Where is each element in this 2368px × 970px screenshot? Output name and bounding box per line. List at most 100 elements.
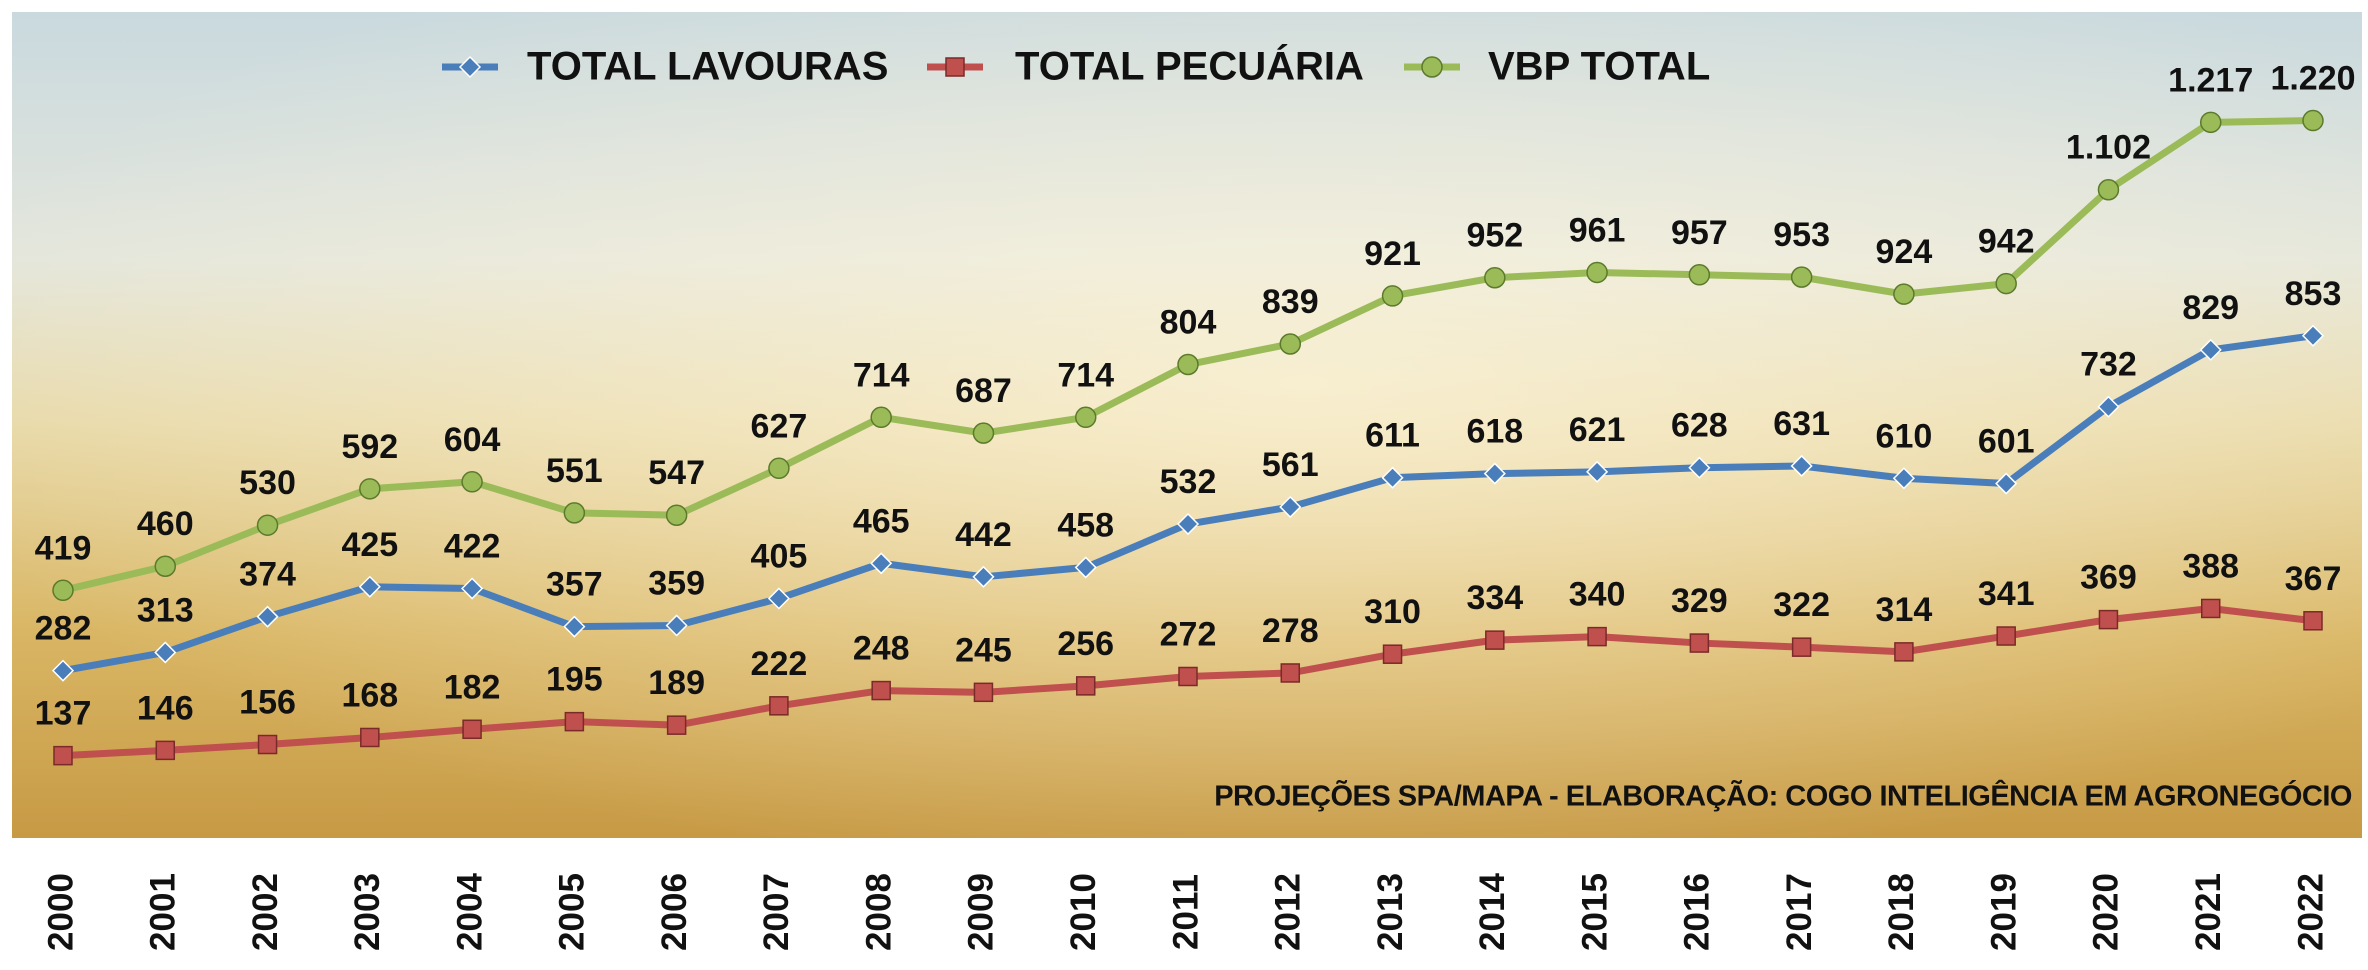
x-tick-label: 2012: [1269, 873, 1308, 951]
x-tick-label: 2021: [2189, 873, 2228, 951]
data-point: [1997, 627, 2015, 645]
data-point: [974, 683, 992, 701]
page: {"chart_data": {"type": "line", "categor…: [0, 0, 2368, 970]
data-point: [2098, 180, 2118, 200]
data-point: [1281, 664, 1299, 682]
data-label: 329: [1671, 582, 1728, 620]
footnote: PROJEÇÕES SPA/MAPA - ELABORAÇÃO: COGO IN…: [1214, 779, 2352, 813]
x-tick-label: 2008: [859, 873, 898, 951]
data-label: 610: [1876, 417, 1933, 455]
data-label: 341: [1978, 575, 2035, 613]
x-tick-label: 2009: [962, 873, 1001, 951]
data-label: 278: [1262, 612, 1319, 650]
data-point: [360, 479, 380, 499]
x-tick-label: 2017: [1780, 873, 1819, 951]
data-point: [1384, 645, 1402, 663]
data-label: 322: [1773, 586, 1830, 624]
data-point: [667, 505, 687, 525]
x-tick-label: 2016: [1678, 873, 1717, 951]
data-label: 405: [751, 537, 808, 575]
chart: PROJEÇÕES SPA/MAPA - ELABORAÇÃO: COGO IN…: [0, 0, 2368, 970]
data-label: 592: [341, 428, 398, 466]
x-tick-label: 2011: [1166, 874, 1205, 950]
data-label: 611: [1365, 417, 1420, 455]
data-label: 839: [1262, 283, 1319, 321]
data-label: 137: [35, 695, 92, 733]
x-tick-label: 2022: [2291, 873, 2330, 951]
data-point: [770, 697, 788, 715]
data-label: 195: [546, 661, 603, 699]
x-tick-label: 2003: [348, 873, 387, 951]
data-point: [156, 741, 174, 759]
data-point: [1895, 643, 1913, 661]
legend-label: TOTAL PECUÁRIA: [1015, 44, 1364, 89]
data-label: 924: [1876, 233, 1933, 271]
data-label: 310: [1364, 593, 1421, 631]
data-point: [1178, 355, 1198, 375]
data-label: 458: [1057, 506, 1114, 544]
x-tick-label: 2002: [246, 873, 285, 951]
data-label: 714: [1057, 356, 1114, 394]
data-label: 442: [955, 516, 1012, 554]
data-point: [1792, 267, 1812, 287]
data-label: 1.220: [2270, 60, 2355, 98]
data-point: [1076, 407, 1096, 427]
data-point: [1894, 284, 1914, 304]
x-tick-label: 2015: [1575, 873, 1614, 951]
data-label: 359: [648, 564, 705, 602]
data-label: 222: [751, 645, 808, 683]
data-label: 952: [1466, 217, 1523, 255]
data-label: 732: [2080, 346, 2137, 384]
x-tick-label: 2010: [1064, 873, 1103, 951]
data-point: [1588, 628, 1606, 646]
data-point: [2202, 599, 2220, 617]
x-tick-label: 2005: [553, 873, 592, 951]
data-label: 627: [751, 407, 808, 445]
x-tick-label: 2006: [655, 873, 694, 951]
data-label: 367: [2285, 560, 2342, 598]
data-label: 604: [444, 421, 501, 459]
data-point: [53, 580, 73, 600]
data-label: 532: [1160, 463, 1217, 501]
x-tick-label: 2013: [1371, 873, 1410, 951]
x-tick-label: 2020: [2087, 873, 2126, 951]
data-label: 961: [1569, 211, 1626, 249]
x-tick-label: 2000: [41, 873, 80, 951]
data-point: [1587, 262, 1607, 282]
data-label: 460: [137, 505, 194, 543]
data-label: 547: [648, 454, 705, 492]
data-point: [1689, 265, 1709, 285]
data-label: 272: [1160, 615, 1217, 653]
data-point: [462, 472, 482, 492]
data-label: 1.217: [2168, 61, 2253, 99]
x-tick-label: 2018: [1882, 873, 1921, 951]
data-point: [668, 716, 686, 734]
data-label: 853: [2285, 275, 2342, 313]
data-point: [872, 682, 890, 700]
data-point: [259, 736, 277, 754]
data-label: 189: [648, 664, 705, 702]
data-point: [1280, 334, 1300, 354]
data-point: [1485, 268, 1505, 288]
data-label: 313: [137, 591, 194, 629]
data-label: 146: [137, 689, 194, 727]
data-point: [1690, 634, 1708, 652]
x-tick-label: 2004: [450, 873, 489, 951]
data-label: 687: [955, 372, 1012, 410]
data-point: [1793, 638, 1811, 656]
x-tick-label: 2001: [144, 873, 183, 951]
data-label: 601: [1978, 423, 2035, 461]
data-label: 422: [444, 528, 501, 566]
data-label: 621: [1569, 411, 1626, 449]
legend-marker: [1422, 57, 1442, 77]
data-label: 419: [35, 529, 92, 567]
data-point: [1486, 631, 1504, 649]
data-label: 561: [1262, 446, 1319, 484]
data-label: 314: [1876, 591, 1933, 629]
data-label: 1.102: [2066, 129, 2151, 167]
data-point: [361, 728, 379, 746]
data-label: 357: [546, 566, 603, 604]
data-label: 256: [1057, 625, 1114, 663]
data-label: 388: [2182, 547, 2239, 585]
data-point: [565, 713, 583, 731]
